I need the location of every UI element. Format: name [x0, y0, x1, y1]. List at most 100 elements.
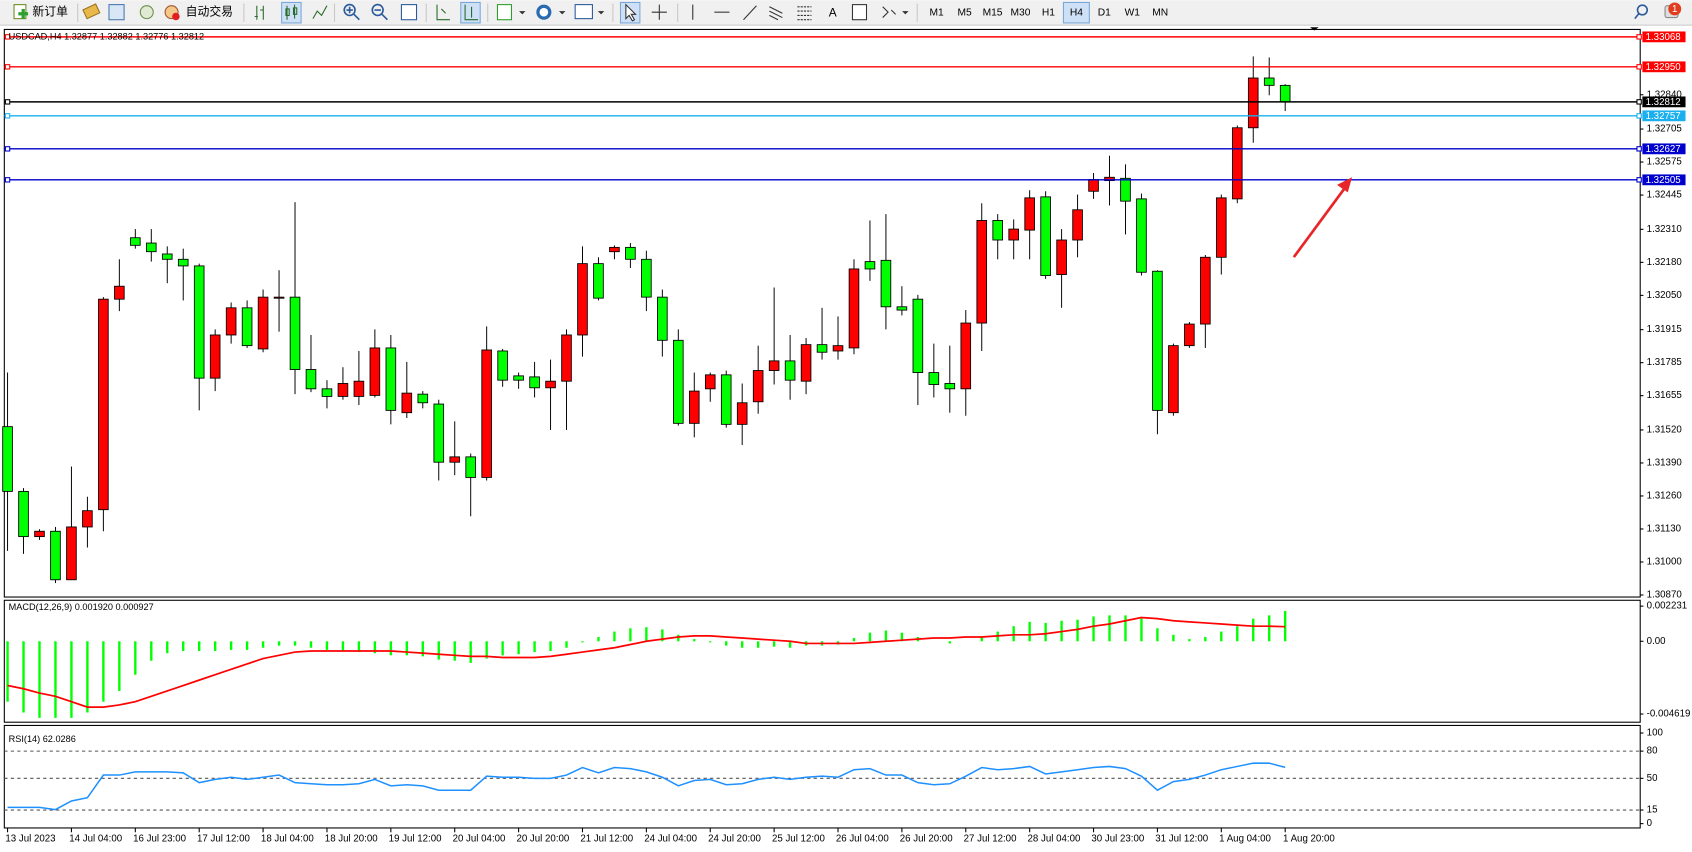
candle-body — [321, 388, 333, 397]
timeframe-buttons: M1 M5 M15 M30 H1 H4 D1 W1 MN — [930, 1, 1168, 24]
y-tick-label: 1.32705 — [1647, 124, 1682, 135]
level-handle[interactable] — [4, 34, 11, 40]
level-handle[interactable] — [1636, 99, 1642, 105]
candle-body — [880, 259, 892, 308]
indicators-icon[interactable] — [496, 4, 513, 21]
timeframe-button[interactable]: MN — [1152, 7, 1168, 18]
trendline-icon[interactable] — [743, 5, 757, 21]
fibo-icon[interactable] — [797, 6, 812, 21]
toolbar-bg — [0, 0, 1692, 26]
tile-icon[interactable] — [400, 4, 418, 21]
timeframe-button[interactable]: M30 — [1011, 7, 1031, 18]
y-tick-label: 0 — [1647, 818, 1653, 829]
candle-body — [1152, 270, 1163, 411]
cursor-icon[interactable] — [625, 3, 637, 22]
zoom-buttons[interactable] — [343, 3, 388, 21]
level-handle[interactable] — [4, 99, 11, 105]
y-tick-label: 1.31390 — [1647, 458, 1683, 469]
zoom-in-icon[interactable] — [346, 6, 360, 21]
candle-body — [385, 347, 397, 411]
timeframe-button[interactable]: W1 — [1125, 7, 1141, 18]
candle-body — [641, 258, 652, 298]
level-label-bg — [1642, 110, 1686, 122]
bar-chart-icon[interactable] — [254, 5, 264, 20]
candle-body — [1247, 77, 1259, 129]
candle-body — [593, 263, 604, 299]
level-label: 1.32950 — [1646, 62, 1682, 73]
icon — [13, 4, 27, 20]
level-handle[interactable] — [4, 64, 11, 70]
auto-trading-button[interactable]: 自动交易 — [164, 4, 233, 21]
candle-body — [1136, 198, 1147, 273]
search-icon[interactable] — [1636, 4, 1649, 16]
arrow-tool-icon[interactable] — [882, 6, 897, 18]
dropdown-arrow[interactable] — [597, 11, 605, 15]
level-handle[interactable] — [4, 146, 11, 152]
level-handle[interactable] — [1636, 177, 1642, 183]
crosshair-icon[interactable] — [651, 4, 667, 20]
candle-body — [225, 307, 237, 336]
candle-body — [960, 322, 972, 390]
chart-type-buttons[interactable] — [254, 1, 328, 24]
dropdown-arrow[interactable] — [519, 11, 526, 15]
autoscroll-icon[interactable] — [436, 4, 450, 21]
y-tick-label: 1.32840 — [1647, 89, 1683, 100]
zoom-out-icon[interactable] — [371, 3, 384, 17]
candle-body — [82, 510, 93, 528]
templates-icon[interactable] — [574, 4, 593, 20]
level-handle[interactable] — [1636, 146, 1642, 152]
level-handle[interactable] — [1636, 64, 1642, 70]
x-tick-label: 19 Jul 12:00 — [389, 833, 442, 844]
y-tick-label: 1.31130 — [1647, 524, 1682, 535]
shift-icon[interactable] — [464, 4, 479, 21]
timeframe-button[interactable]: D1 — [1098, 7, 1111, 18]
timeframe-button[interactable]: M15 — [983, 7, 1003, 18]
candle-body — [800, 344, 812, 382]
level-handle[interactable] — [1636, 113, 1642, 119]
candle-icon[interactable] — [285, 4, 298, 20]
x-tick-label: 18 Jul 04:00 — [261, 833, 314, 844]
new-order-button[interactable]: 新订单 — [13, 4, 68, 20]
candle-body — [241, 307, 253, 347]
candle-body — [98, 298, 109, 511]
channel-icon[interactable] — [769, 6, 783, 21]
timeframe-button[interactable]: H1 — [1042, 7, 1055, 18]
new-order-label: 新订单 — [32, 4, 68, 18]
candle-body — [401, 392, 413, 414]
timeframe-button[interactable]: M1 — [930, 7, 945, 18]
signal-icon[interactable] — [139, 5, 154, 20]
candle-body — [1088, 179, 1099, 192]
y-tick-label: 1.31915 — [1647, 324, 1682, 335]
candle-body — [864, 261, 876, 270]
dropdown-arrow[interactable] — [558, 11, 566, 15]
candle-body — [529, 376, 540, 389]
y-tick-label: 0.00 — [1647, 636, 1666, 647]
y-tick-label: 50 — [1647, 773, 1658, 784]
zoom-out-icon[interactable] — [374, 9, 388, 21]
search-icon[interactable] — [1634, 12, 1640, 20]
label-tool-icon[interactable] — [851, 4, 868, 21]
y-tick-label: 1.32575 — [1647, 157, 1682, 168]
level-handle[interactable] — [4, 177, 11, 183]
candle-body — [912, 298, 924, 373]
level-label: 1.33068 — [1646, 32, 1681, 43]
line-icon[interactable] — [312, 5, 328, 19]
gold-icon[interactable] — [82, 3, 101, 20]
zoom-in-icon[interactable] — [343, 3, 356, 17]
data-icon[interactable] — [108, 4, 125, 21]
y-tick-label: 1.30870 — [1647, 590, 1683, 601]
candle-body — [1040, 196, 1051, 276]
candle-body — [353, 380, 365, 397]
x-tick-label: 26 Jul 04:00 — [836, 833, 889, 844]
candle-body — [161, 253, 173, 260]
dropdown-arrow[interactable] — [902, 11, 909, 15]
timeframe-button[interactable]: M5 — [957, 7, 972, 18]
level-handle[interactable] — [4, 113, 11, 119]
annotation-arrow — [1292, 186, 1347, 258]
rsi-line — [7, 762, 1286, 811]
macd-panel-frame — [3, 599, 1641, 723]
text-tool-icon[interactable]: A — [829, 5, 837, 19]
timeframe-button[interactable]: H4 — [1070, 7, 1083, 18]
level-handle[interactable] — [1636, 34, 1642, 40]
